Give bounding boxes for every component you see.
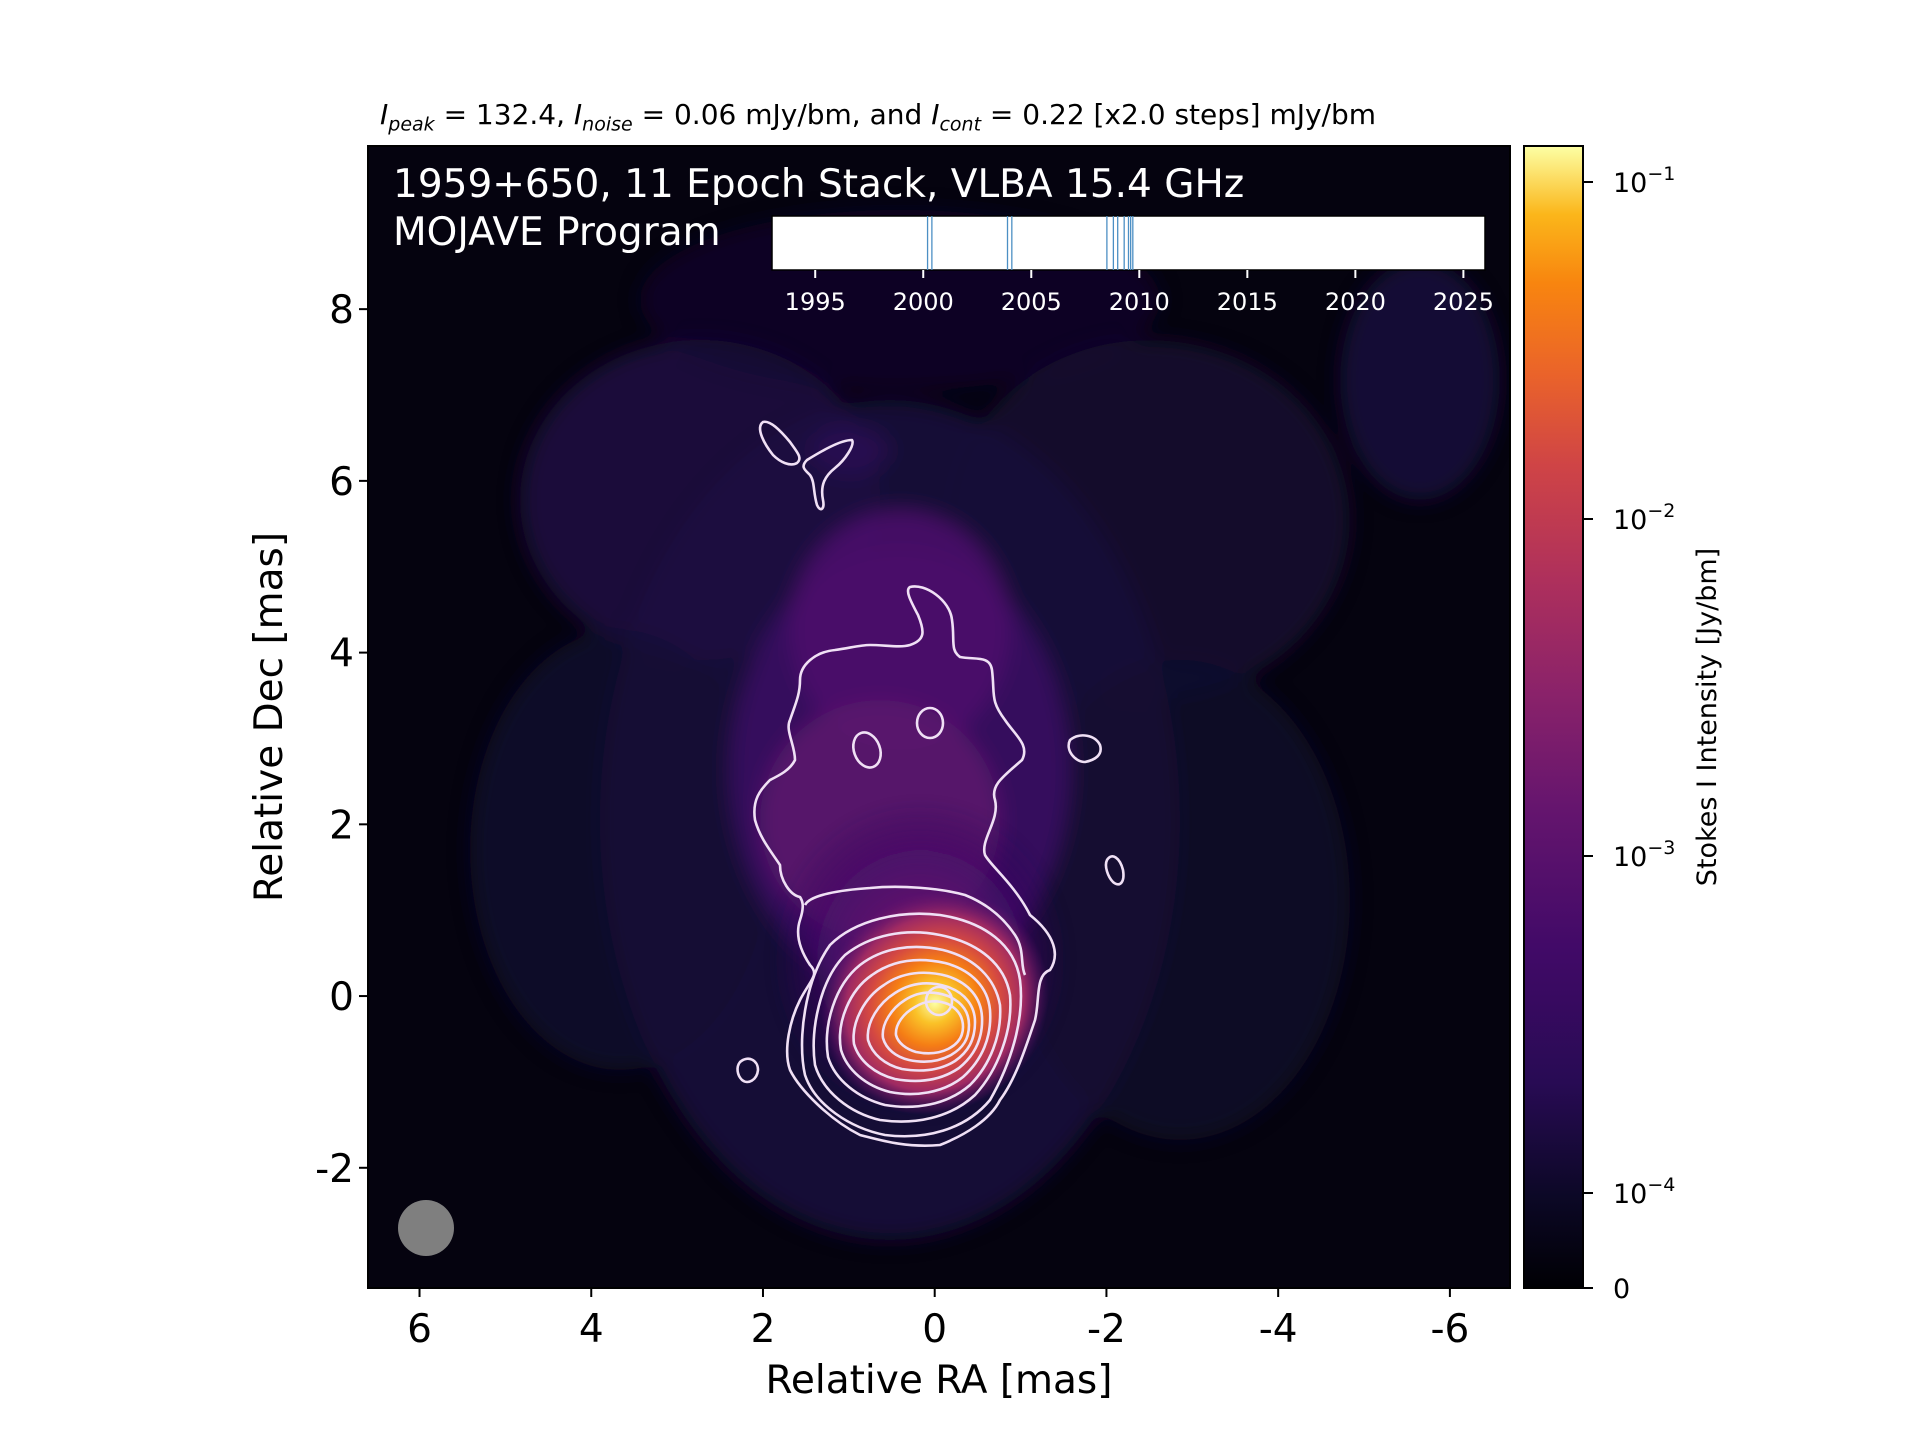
y-axis-ticks: -2 0 2 4 6 8: [315, 288, 368, 1192]
noise-symbol: I: [573, 98, 583, 131]
y-tick-label: 4: [329, 632, 354, 677]
contour-7: [881, 991, 971, 1063]
colorbar-tick-exponent: −2: [1647, 500, 1675, 522]
colorbar-tick-label: 10−1: [1613, 163, 1675, 199]
contour-3: [825, 945, 1002, 1109]
colorbar-tick-label: 10−2: [1613, 500, 1675, 536]
timeline-tick-label: 2020: [1325, 288, 1386, 316]
x-tick-label: 2: [751, 1307, 776, 1352]
contour-blob-upper-left: [758, 420, 801, 466]
x-tick-label: -2: [1087, 1307, 1126, 1352]
y-tick-label: 6: [329, 460, 354, 505]
y-axis-label: Relative Dec [mas]: [247, 532, 292, 902]
timeline-tick-label: 2000: [893, 288, 954, 316]
epoch-timeline: 1995 2000 2005 2010 2015 2020 2025: [771, 215, 1494, 316]
plot-header: Ipeak = 132.4, Inoise = 0.06 mJy/bm, and…: [380, 98, 1376, 136]
x-axis-label: Relative RA [mas]: [766, 1358, 1113, 1403]
contour-blob-3: [1067, 734, 1102, 764]
colorbar-tick-label: 10−4: [1613, 1174, 1675, 1210]
contour-1: [800, 912, 1023, 1138]
intensity-map: [367, 145, 1511, 1289]
x-tick-label: 6: [407, 1307, 432, 1352]
peak-value: = 132.4,: [434, 98, 574, 131]
contour-8: [894, 1000, 965, 1055]
x-tick-label: 4: [579, 1307, 604, 1352]
contour-6: [866, 982, 977, 1072]
cont-value: = 0.22 [x2.0 steps] mJy/bm: [981, 98, 1377, 131]
y-tick-label: 0: [329, 975, 354, 1020]
contour-blob-upper-left-2: [802, 438, 854, 511]
x-tick-label: -4: [1259, 1307, 1298, 1352]
overlay-title-line2: MOJAVE Program: [393, 210, 721, 255]
contour-outer: [753, 585, 1057, 1147]
peak-subscript: peak: [388, 113, 435, 136]
colorbar-ticks: 0 10−4 10−3 10−2 10−1: [1583, 163, 1675, 1305]
epoch-lines: [926, 216, 1134, 270]
timeline-tick-label: 2010: [1109, 288, 1170, 316]
x-axis-ticks: 6 4 2 0 -2 -4 -6: [407, 1288, 1469, 1352]
contours: [736, 420, 1125, 1147]
noise-subscript: noise: [582, 113, 633, 136]
contour-4: [838, 958, 992, 1096]
timeline-tick-label: 1995: [785, 288, 846, 316]
timeline-tick-label: 2005: [1001, 288, 1062, 316]
peak-symbol: I: [380, 98, 389, 131]
colorbar: 0 10−4 10−3 10−2 10−1 Stokes I Intensity [Jy…: [1523, 145, 1723, 1305]
contour-blob-1: [852, 731, 882, 769]
contour-5: [852, 971, 984, 1083]
cont-symbol: I: [931, 98, 940, 131]
timeline-tick-label: 2015: [1217, 288, 1278, 316]
contour-inner-cavity: [803, 885, 1027, 976]
colorbar-tick-exponent: −4: [1647, 1174, 1675, 1196]
contour-9: [924, 985, 954, 1017]
colorbar-tick-exponent: −1: [1647, 163, 1675, 185]
colorbar-tick-label: 10−3: [1613, 837, 1675, 873]
x-tick-label: 0: [922, 1307, 947, 1352]
colorbar-tick-exponent: −3: [1647, 837, 1675, 859]
colorbar-gradient: [1523, 145, 1584, 1289]
map-frame: [367, 145, 1511, 1289]
contour-2: [812, 931, 1012, 1123]
noise-value: = 0.06 mJy/bm, and: [632, 98, 932, 131]
colorbar-label: Stokes I Intensity [Jy/bm]: [1692, 548, 1723, 886]
x-tick-label: -6: [1430, 1307, 1469, 1352]
timeline-tick-label: 2025: [1433, 288, 1494, 316]
contour-blob-2: [915, 706, 945, 740]
cont-subscript: cont: [939, 113, 982, 136]
colorbar-tick-label: 0: [1613, 1274, 1630, 1305]
contour-blob-5: [736, 1057, 760, 1084]
y-tick-label: 2: [329, 803, 354, 848]
y-tick-label: -2: [315, 1147, 354, 1192]
core-emission: [821, 890, 1049, 1116]
timeline-ticks: 1995 2000 2005 2010 2015 2020 2025: [785, 270, 1494, 316]
beam-ellipse: [398, 1200, 454, 1256]
y-tick-label: 8: [329, 288, 354, 333]
overlay-title-line1: 1959+650, 11 Epoch Stack, VLBA 15.4 GHz: [393, 162, 1244, 207]
contour-blob-4: [1104, 855, 1125, 886]
